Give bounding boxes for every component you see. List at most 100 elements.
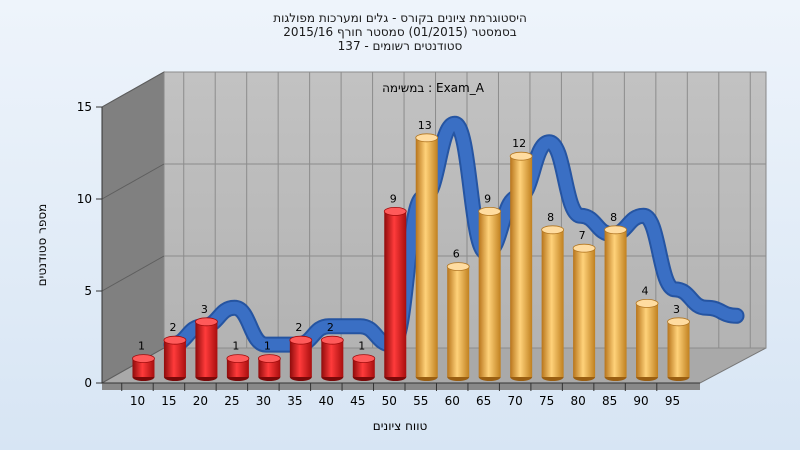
bar-body <box>415 137 438 377</box>
bar-body <box>667 321 690 377</box>
bar <box>415 133 439 381</box>
bar-top <box>257 354 281 364</box>
bar <box>132 354 155 381</box>
x-tick-label: 25 <box>224 394 239 408</box>
bar-top <box>604 225 627 235</box>
bar-top <box>667 317 690 327</box>
data-label: 1 <box>358 340 365 353</box>
bar <box>320 335 344 381</box>
bar-top <box>446 262 470 272</box>
bar <box>541 225 565 381</box>
bar-body <box>163 340 186 377</box>
bar <box>635 298 659 381</box>
bar <box>604 225 627 381</box>
bar <box>226 354 250 381</box>
bar-body <box>573 248 596 377</box>
bar-top <box>163 335 187 345</box>
bar <box>572 243 596 381</box>
bar <box>446 262 470 381</box>
x-tick-label: 90 <box>633 394 648 408</box>
bar-top <box>289 335 313 345</box>
chart-title-line-3: סטודנטים רשומים - 137 <box>338 39 463 53</box>
data-label: 7 <box>579 229 586 242</box>
x-tick-label: 55 <box>413 394 428 408</box>
x-tick-label: 95 <box>665 394 680 408</box>
x-tick-label: 10 <box>130 394 145 408</box>
bar <box>195 317 218 381</box>
gridline-side <box>101 163 165 200</box>
data-label: 2 <box>327 321 334 334</box>
x-tick-label: 30 <box>256 394 271 408</box>
bar-body <box>510 156 533 377</box>
axis-layer: 0 5 10 15 10 15 20 25 30 35 40 45 50 55 60 65 70 75 80 85 90… <box>77 100 700 408</box>
bar-body <box>478 211 501 377</box>
data-label: 8 <box>610 211 617 224</box>
data-label: 4 <box>642 284 649 297</box>
bar-top <box>352 354 376 364</box>
x-tick-label: 35 <box>287 394 302 408</box>
x-tick-label: 75 <box>539 394 554 408</box>
data-label: 3 <box>673 303 680 316</box>
bar-body <box>289 340 312 377</box>
bar-top <box>541 225 565 235</box>
bar <box>289 335 313 381</box>
bar-body <box>447 266 470 377</box>
data-label: 2 <box>169 321 176 334</box>
data-label: 12 <box>512 137 526 150</box>
chart-subtitle: במשימה : Exam_A <box>382 81 485 95</box>
x-tick-label: 50 <box>382 394 397 408</box>
chart-title-line-1: היסטוגרמת ציונים בקורס - גלים ומערכות מפ… <box>273 11 527 25</box>
data-label: 6 <box>453 248 460 261</box>
data-label: 8 <box>547 211 554 224</box>
bar-top <box>195 317 218 327</box>
y-tick-label: 5 <box>84 284 92 298</box>
x-tick-label: 80 <box>570 394 585 408</box>
bar-top <box>572 243 596 253</box>
bar-body <box>636 303 659 377</box>
bar-top <box>478 206 502 216</box>
x-tick-label: 40 <box>319 394 334 408</box>
gridline-side <box>101 71 165 108</box>
bar-top <box>509 151 533 161</box>
bar-layer <box>132 133 690 381</box>
y-axis-title: מספר סטודנטים <box>35 204 49 287</box>
x-tick-label: 70 <box>508 394 523 408</box>
bar-top <box>383 206 407 216</box>
data-label: 13 <box>418 119 432 132</box>
left-wall <box>101 71 165 384</box>
data-label: 1 <box>264 340 271 353</box>
data-label: 3 <box>201 303 208 316</box>
bar-body <box>226 358 249 377</box>
bar-top <box>226 354 250 364</box>
x-tick-label: 45 <box>350 394 365 408</box>
bar-top <box>320 335 344 345</box>
bar-top <box>132 354 155 364</box>
bar-top <box>415 133 439 143</box>
x-tick-label: 15 <box>161 394 176 408</box>
x-tick-label: 20 <box>193 394 208 408</box>
data-label: 2 <box>295 321 302 334</box>
bar-body <box>258 358 281 377</box>
y-tick-label: 10 <box>77 192 92 206</box>
bar <box>257 354 281 381</box>
floor-front-edge <box>102 383 700 390</box>
bar <box>478 206 502 381</box>
x-axis-title: טווח ציונים <box>373 419 428 433</box>
bar <box>509 151 533 381</box>
x-tick-label: 85 <box>602 394 617 408</box>
data-label: 9 <box>484 192 491 205</box>
x-tick-label: 65 <box>476 394 491 408</box>
trend-ribbon <box>165 117 743 351</box>
chart-title-line-2: בסמסטר (01/2015) סמסטר חורף 2015/16 <box>283 25 516 39</box>
trend-layer <box>163 115 745 353</box>
bar-body <box>541 229 564 377</box>
bar-body <box>604 229 627 377</box>
bar <box>383 206 407 381</box>
bar-body <box>352 358 375 377</box>
gridline-side <box>101 255 165 292</box>
bar <box>667 317 690 381</box>
bar <box>163 335 187 381</box>
x-tick-label: 60 <box>445 394 460 408</box>
